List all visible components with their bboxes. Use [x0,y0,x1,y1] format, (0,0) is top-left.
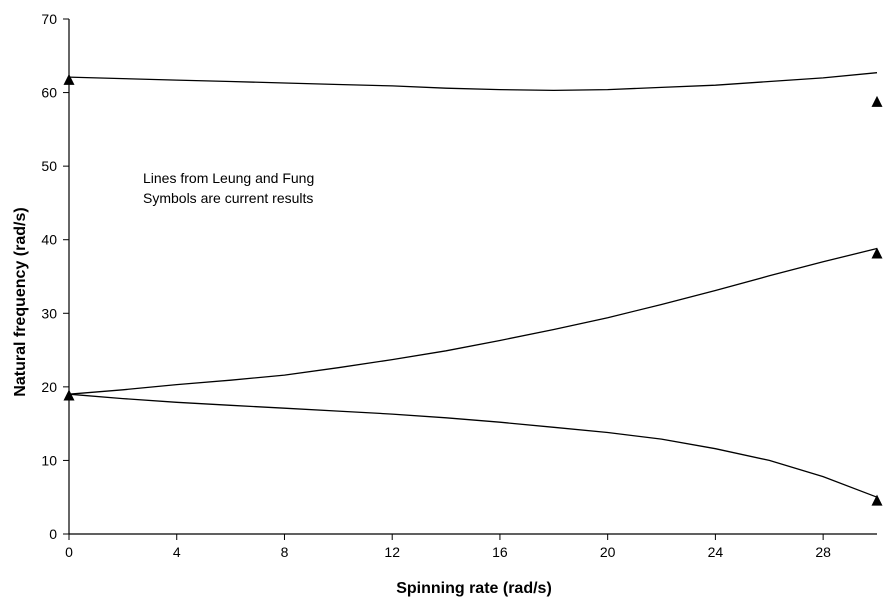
y-tick-label: 60 [41,85,57,101]
series-layer [68,72,878,498]
series-line-1 [68,72,878,92]
x-tick-label: 28 [815,544,831,560]
markers-layer [63,73,883,506]
y-tick-label: 20 [41,379,57,395]
y-tick-label: 50 [41,158,57,174]
x-axis-title: Spinning rate (rad/s) [396,580,552,597]
triangle-marker [871,494,883,506]
axes-layer [68,19,877,535]
x-tick-label: 24 [708,544,724,560]
annotation-line-1: Lines from Leung and Fung [143,170,314,186]
x-tick-label: 20 [600,544,616,560]
x-tick-label: 8 [281,544,289,560]
series-line-3 [68,393,878,498]
y-tick-label: 40 [41,232,57,248]
annotation-line-2: Symbols are current results [143,190,313,206]
x-tick-label: 4 [173,544,181,560]
y-tick-label: 30 [41,305,57,321]
x-tick-label: 12 [384,544,400,560]
y-tick-label: 10 [41,452,57,468]
y-tick-label: 0 [49,526,57,542]
series-line-2 [68,247,878,395]
x-tick-label: 0 [65,544,73,560]
triangle-marker [871,95,883,107]
y-axis-title: Natural frequency (rad/s) [12,207,29,396]
triangle-marker [871,247,883,259]
x-tick-label: 16 [492,544,508,560]
ticks-layer: 0 10 20 30 40 50 60 70 0 4 8 12 16 20 24 28 [41,11,831,560]
y-tick-label: 70 [41,11,57,27]
